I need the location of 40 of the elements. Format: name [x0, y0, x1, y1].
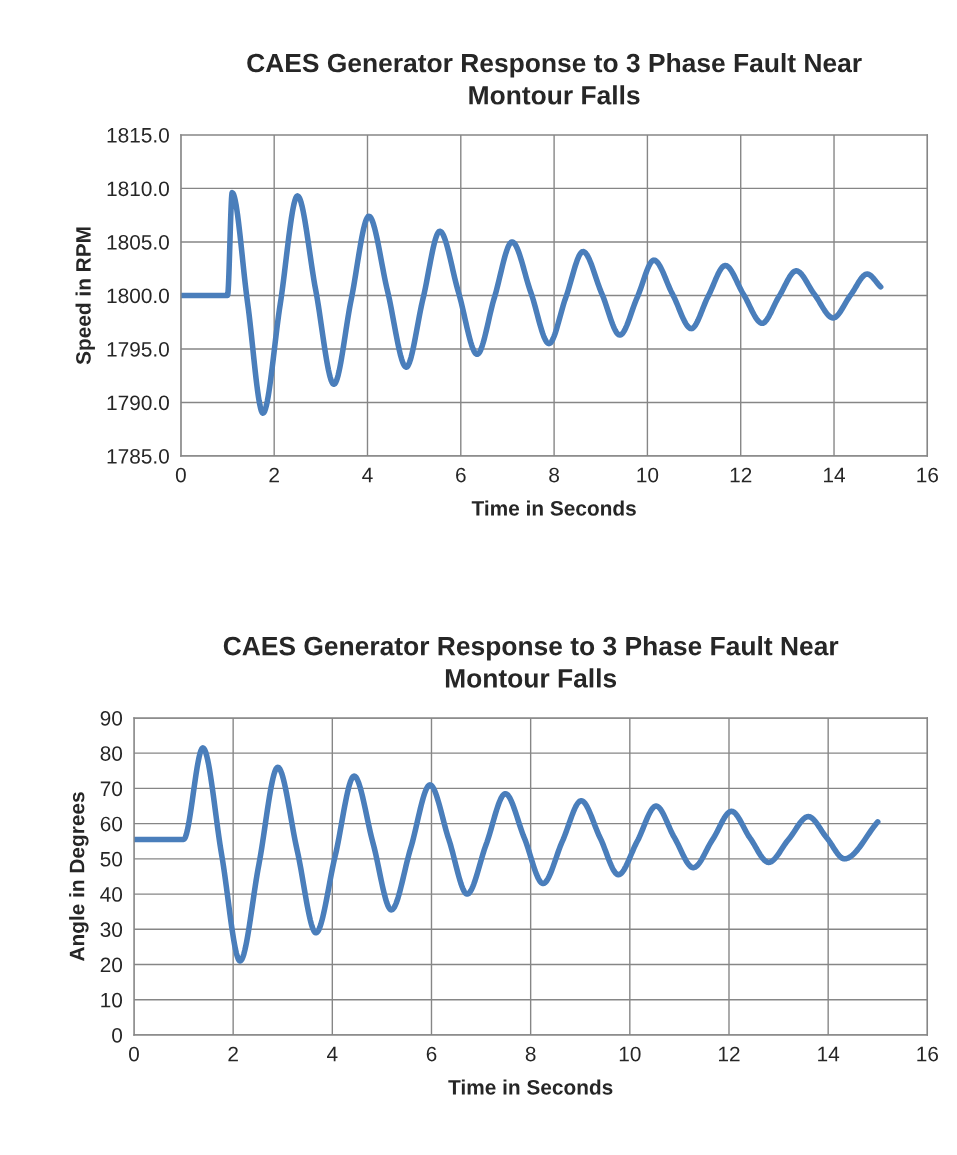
- chart-title: CAES Generator Response to 3 Phase Fault Near Montour Falls: [223, 636, 839, 688]
- y-tick-label: 1805.0: [107, 234, 169, 250]
- x-tick-label: 2: [269, 467, 279, 483]
- x-tick-label: 4: [362, 467, 373, 483]
- y-tick-label: 0: [112, 1028, 123, 1043]
- y-tick-label: 1790.0: [107, 395, 169, 411]
- y-tick-label: 1785.0: [107, 449, 169, 464]
- x-tick-label: 10: [637, 467, 659, 483]
- x-tick-label: 12: [719, 1046, 740, 1062]
- y-tick-label: 70: [100, 781, 123, 797]
- y-tick-label: 1810.0: [107, 181, 169, 197]
- y-tick-label: 40: [100, 887, 123, 902]
- y-tick-label: 1800.0: [107, 288, 169, 304]
- x-tick-label: 2: [228, 1046, 238, 1062]
- x-tick-label: 10: [619, 1046, 641, 1062]
- x-tick-label: 0: [175, 467, 186, 483]
- x-tick-label: 8: [549, 467, 559, 483]
- y-tick-label: 10: [101, 992, 123, 1008]
- y-tick-label: 90: [100, 710, 123, 726]
- x-tick-label: 16: [917, 1046, 938, 1062]
- x-tick-label: 14: [824, 467, 845, 483]
- y-tick-label: 1795.0: [107, 341, 169, 357]
- y-tick-label: 1815.0: [107, 127, 169, 143]
- x-axis-title: Time in Seconds: [448, 1079, 613, 1095]
- x-tick-label: 8: [525, 1046, 536, 1062]
- x-axis-title: Time in Seconds: [471, 500, 636, 516]
- chart-title: CAES Generator Response to 3 Phase Fault Near Montour Falls: [247, 52, 862, 105]
- y-tick-label: 60: [100, 816, 123, 832]
- x-tick-label: 12: [730, 467, 752, 483]
- y-axis-title: Speed in RPM: [75, 227, 95, 365]
- x-tick-label: 16: [917, 467, 938, 483]
- y-tick-label: 80: [100, 746, 123, 761]
- x-tick-label: 14: [818, 1046, 840, 1062]
- x-tick-label: 6: [456, 467, 466, 483]
- x-tick-label: 6: [426, 1046, 437, 1062]
- x-tick-label: 4: [327, 1046, 338, 1062]
- y-tick-label: 30: [100, 922, 123, 938]
- y-axis-title: Angle in Degrees: [69, 792, 89, 962]
- y-tick-label: 20: [100, 957, 123, 973]
- y-tick-label: 50: [100, 851, 123, 867]
